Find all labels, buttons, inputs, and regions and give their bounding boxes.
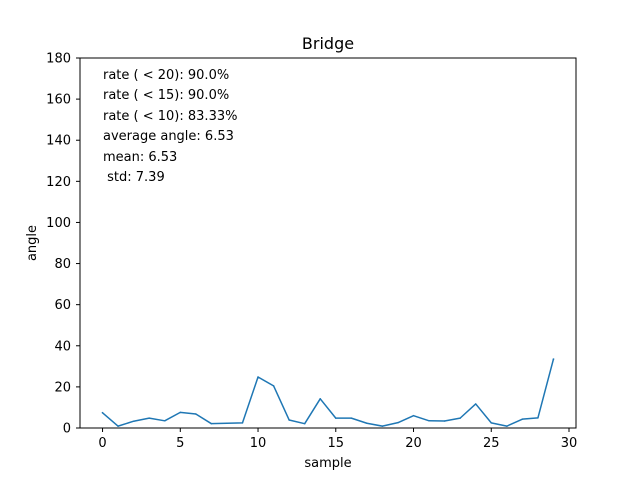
data-point <box>521 418 524 420</box>
data-point <box>552 358 555 360</box>
y-tick-label: 80 <box>54 257 71 272</box>
stats-annotations: rate ( < 20): 90.0% rate ( < 15): 90.0% … <box>103 68 237 185</box>
data-point <box>443 420 446 422</box>
data-point <box>381 425 384 427</box>
y-tick-label: 40 <box>54 339 71 354</box>
data-point <box>117 425 119 427</box>
y-tick-label: 20 <box>54 380 71 395</box>
y-tick-label: 140 <box>46 134 71 149</box>
x-tick-label: 10 <box>250 436 267 451</box>
data-point <box>163 420 166 422</box>
data-point <box>474 403 477 405</box>
data-point <box>537 417 539 419</box>
plot-area-frame <box>79 57 577 429</box>
annotation-rate-20: rate ( < 20): 90.0% <box>103 68 229 83</box>
y-axis-label: angle <box>25 225 40 261</box>
data-point <box>366 422 368 425</box>
y-tick-label: 160 <box>46 93 71 108</box>
data-point <box>101 412 104 414</box>
x-tick-label: 0 <box>98 436 106 451</box>
x-axis-label: sample <box>304 456 351 471</box>
data-point <box>179 411 182 414</box>
data-point <box>148 417 150 419</box>
chart-title: Bridge <box>302 34 354 53</box>
y-tick-label: 180 <box>46 52 71 67</box>
series-line <box>101 358 555 427</box>
annotation-std: std: 7.39 <box>103 170 165 185</box>
data-point <box>241 422 244 424</box>
data-point <box>288 419 290 421</box>
data-point <box>335 417 337 419</box>
annotation-average-angle: average angle: 6.53 <box>103 129 234 144</box>
y-tick-label: 60 <box>54 298 71 313</box>
data-point <box>257 376 259 378</box>
annotation-rate-15: rate ( < 15): 90.0% <box>103 88 229 103</box>
data-point <box>195 413 197 415</box>
data-point <box>272 385 275 387</box>
data-point <box>428 420 430 422</box>
data-point <box>210 422 213 425</box>
x-tick-label: 30 <box>561 436 578 451</box>
annotation-rate-10: rate ( < 10): 83.33% <box>103 109 237 124</box>
data-point <box>132 420 135 422</box>
data-point <box>350 417 353 419</box>
y-tick-label: 120 <box>46 175 71 190</box>
x-axis-ticks: 0 5 10 15 20 25 30 <box>98 428 577 451</box>
data-point <box>412 414 415 417</box>
y-tick-label: 100 <box>46 216 71 231</box>
y-axis-ticks: 0 20 40 60 80 100 120 140 160 180 <box>46 52 80 437</box>
data-point <box>490 422 493 424</box>
x-tick-label: 25 <box>483 436 500 451</box>
data-point <box>459 417 461 419</box>
data-point <box>319 398 321 400</box>
x-tick-label: 15 <box>328 436 345 451</box>
data-point <box>506 425 508 427</box>
data-point <box>303 422 306 425</box>
x-tick-label: 5 <box>176 436 184 451</box>
data-point <box>397 421 399 424</box>
annotation-mean: mean: 6.53 <box>103 150 177 165</box>
data-point <box>226 422 228 425</box>
x-tick-label: 20 <box>405 436 422 451</box>
y-tick-label: 0 <box>63 422 71 437</box>
series-layer <box>101 358 555 427</box>
